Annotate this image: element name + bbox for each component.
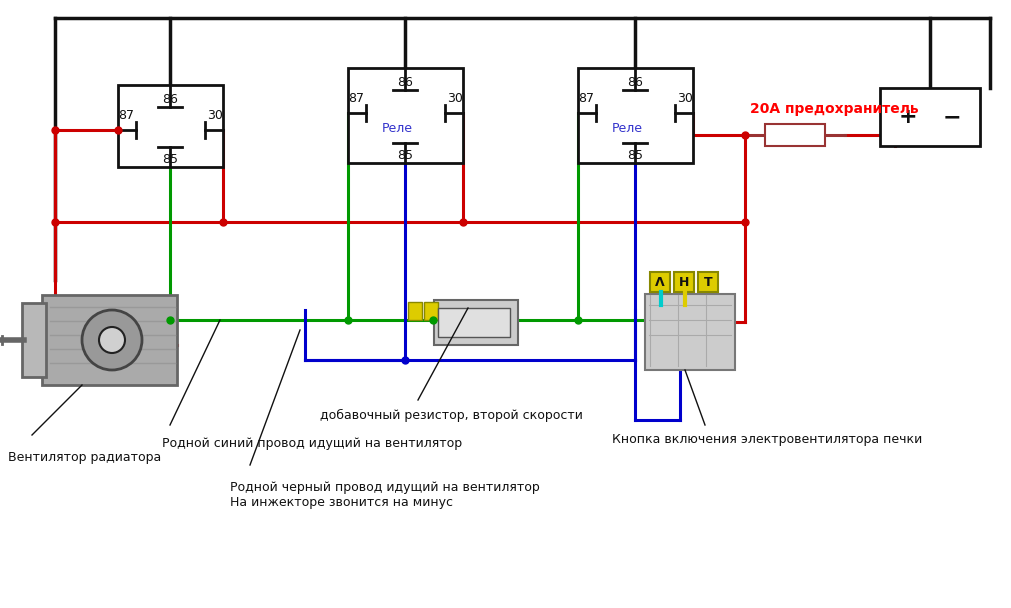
Bar: [424, 302, 438, 320]
Bar: [118, 85, 222, 167]
Bar: [880, 88, 979, 146]
Text: Родной черный провод идущий на вентилятор
На инжекторе звонится на минус: Родной черный провод идущий на вентилято…: [229, 481, 539, 509]
Text: 30: 30: [447, 91, 462, 105]
Text: Н: Н: [678, 275, 688, 289]
Text: 86: 86: [163, 92, 178, 106]
Text: Реле: Реле: [612, 122, 642, 134]
Bar: [42, 295, 177, 385]
Bar: [649, 272, 669, 292]
Text: 85: 85: [397, 148, 413, 162]
Circle shape: [82, 310, 142, 370]
Text: 20А предохранитель: 20А предохранитель: [749, 102, 918, 116]
Text: 87: 87: [577, 91, 593, 105]
Text: Кнопка включения электровентилятора печки: Кнопка включения электровентилятора печк…: [612, 434, 921, 446]
Text: Т: Т: [703, 275, 712, 289]
Bar: [407, 302, 422, 320]
Circle shape: [99, 327, 125, 353]
Text: 85: 85: [163, 153, 178, 165]
Text: 86: 86: [627, 75, 643, 89]
Bar: [434, 300, 518, 345]
Bar: [673, 272, 694, 292]
Text: Вентилятор радиатора: Вентилятор радиатора: [8, 451, 161, 463]
Text: 87: 87: [118, 108, 133, 122]
Text: Λ: Λ: [654, 275, 664, 289]
Bar: [764, 124, 824, 146]
Bar: [438, 308, 510, 337]
Bar: [348, 68, 463, 163]
Text: 30: 30: [676, 91, 693, 105]
Text: 86: 86: [397, 75, 413, 89]
Text: 87: 87: [348, 91, 364, 105]
Text: 85: 85: [627, 148, 643, 162]
Bar: [577, 68, 693, 163]
Text: +: +: [898, 107, 916, 127]
Text: −: −: [942, 107, 960, 127]
Text: добавочный резистор, второй скорости: добавочный резистор, второй скорости: [319, 409, 582, 421]
Text: Родной синий провод идущий на вентилятор: Родной синий провод идущий на вентилятор: [162, 437, 462, 449]
Text: 30: 30: [207, 108, 222, 122]
Bar: [644, 294, 734, 370]
Bar: [698, 272, 717, 292]
Text: Реле: Реле: [381, 122, 412, 134]
Bar: [22, 303, 45, 377]
